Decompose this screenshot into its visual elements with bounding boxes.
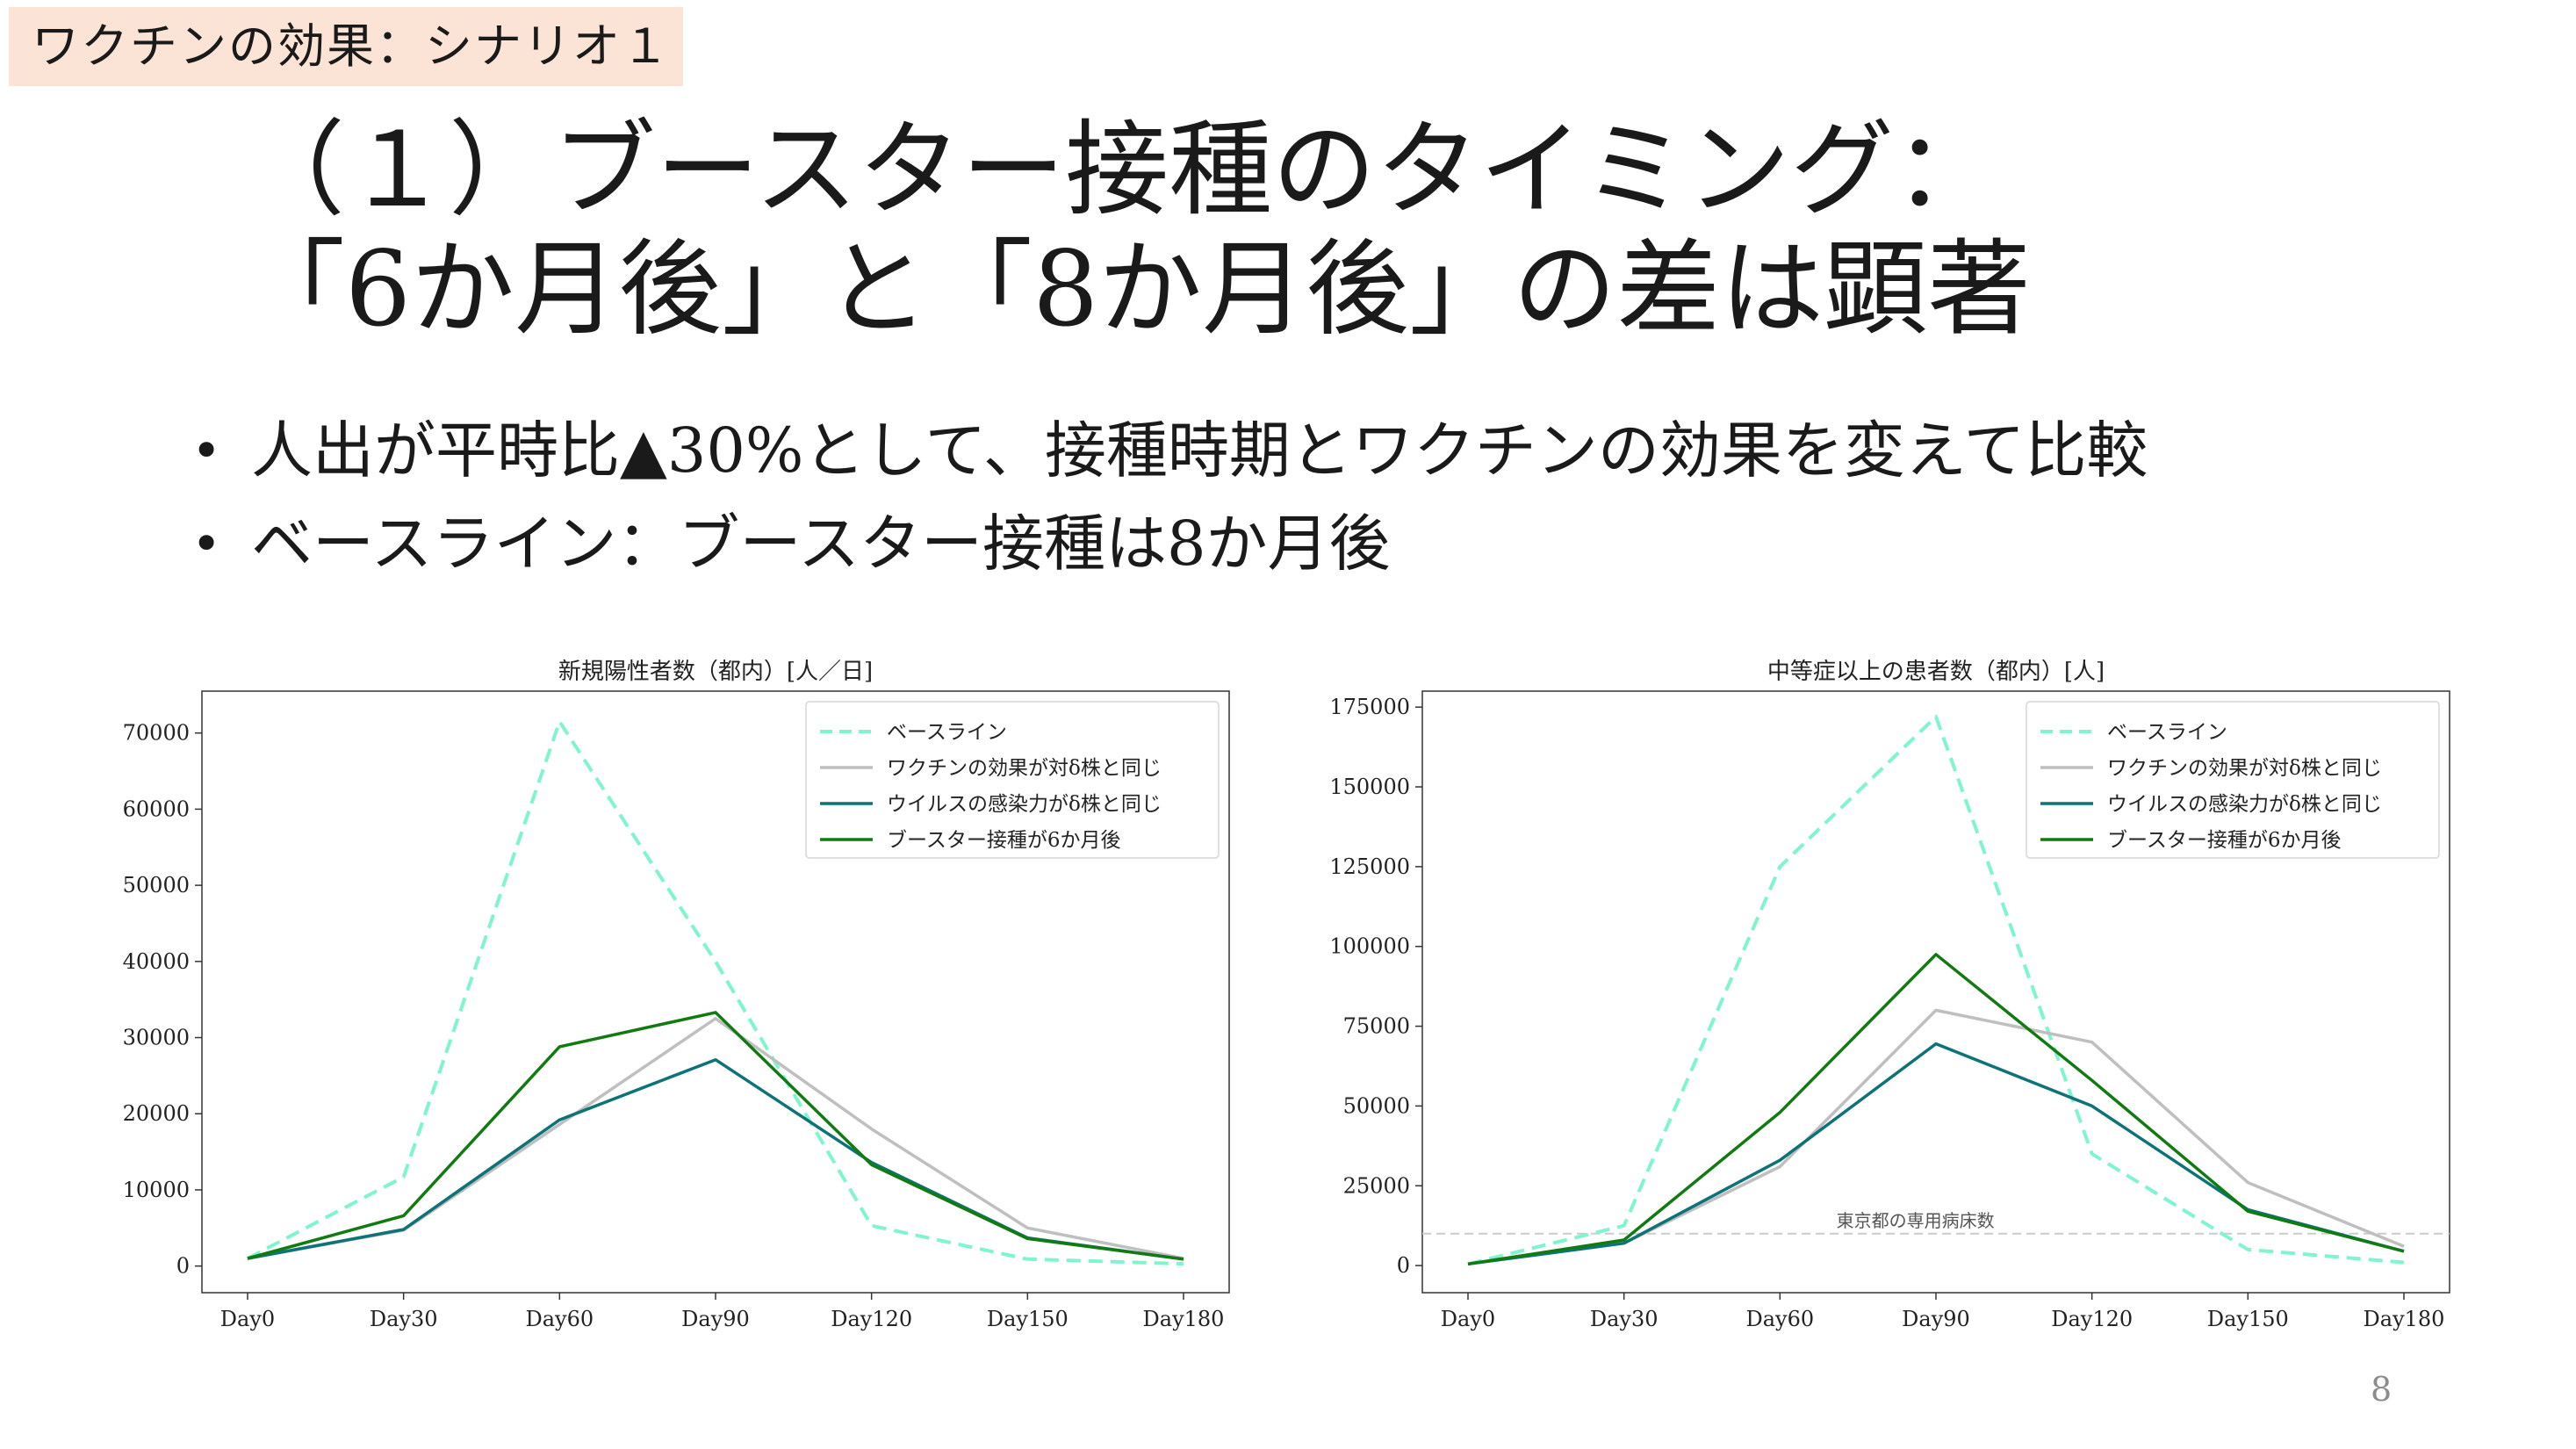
new-cases-chart: 新規陽性者数（都内）[人／日] 0 10000 20000 30000 40000 5000… (114, 641, 1247, 1347)
new-cases-x-tick-label: Day120 (831, 1307, 912, 1331)
moderate-patients-chart-svg: 中等症以上の患者数（都内）[人] 0 25000 50000 75000 100000 12… (1329, 659, 2450, 1331)
moderate-patients-x-tick-label: Day90 (1902, 1307, 1970, 1331)
moderate-patients-y-tick-label: 150000 (1329, 775, 1410, 799)
moderate-patients-chart: 中等症以上の患者数（都内）[人] 0 25000 50000 75000 100000 12… (1329, 641, 2467, 1347)
moderate-patients-legend-label: ワクチンの効果が対δ株と同じ (2107, 757, 2382, 780)
moderate-patients-x-tick-label: Day120 (2051, 1307, 2133, 1331)
new-cases-series-line-2 (247, 1017, 1184, 1260)
new-cases-y-tick-label: 0 (176, 1254, 190, 1279)
moderate-patients-y-tick-label: 100000 (1329, 934, 1410, 959)
moderate-patients-y-tick-label: 25000 (1343, 1173, 1410, 1198)
moderate-patients-legend-box (2026, 701, 2440, 859)
slide-title-line-2: 「6か月後」と「8か月後」の差は顕著 (241, 228, 2032, 350)
new-cases-x-tick-label: Day90 (681, 1307, 750, 1331)
page-number: 8 (2371, 1370, 2393, 1409)
moderate-patients-x-tick-label: Day0 (1441, 1307, 1495, 1331)
new-cases-series-line-1 (247, 719, 1184, 1266)
moderate-patients-x-tick-label: Day30 (1590, 1307, 1659, 1331)
new-cases-legend-box (805, 701, 1220, 859)
new-cases-series-line-3 (247, 1057, 1184, 1261)
new-cases-chart-svg: 新規陽性者数（都内）[人／日] 0 10000 20000 30000 40000 5000… (123, 659, 1230, 1331)
slide-title-line-1: （１）ブースター接種のタイミング： (241, 109, 1998, 230)
new-cases-legend: ベースラインワクチンの効果が対δ株と同じウイルスの感染力がδ株と同じブースター接… (805, 701, 1220, 859)
new-cases-x-tick-label: Day180 (1143, 1307, 1225, 1331)
new-cases-legend-label: ウイルスの感染力がδ株と同じ (887, 793, 1162, 816)
moderate-patients-y-tick-label: 50000 (1343, 1093, 1410, 1118)
new-cases-y-tick-label: 60000 (123, 797, 190, 821)
new-cases-legend-label: ワクチンの効果が対δ株と同じ (887, 757, 1162, 780)
moderate-patients-legend-label: ブースター接種が6か月後 (2107, 829, 2341, 852)
new-cases-y-tick-label: 50000 (123, 873, 190, 898)
moderate-patients-y-tick-label: 175000 (1329, 695, 1410, 719)
new-cases-y-tick-label: 70000 (123, 721, 190, 746)
bullet-text: 人出が平時比▲30%として、接種時期とワクチンの効果を変えて比較 (251, 415, 2148, 487)
moderate-patients-y-tick-label: 75000 (1343, 1014, 1410, 1039)
new-cases-x-tick-label: Day0 (220, 1307, 275, 1331)
new-cases-y-tick-label: 20000 (123, 1101, 190, 1126)
moderate-patients-legend: ベースラインワクチンの効果が対δ株と同じウイルスの感染力がδ株と同じブースター接… (2026, 701, 2440, 859)
moderate-patients-y-tick-label: 0 (1397, 1253, 1410, 1278)
new-cases-x-tick-label: Day60 (526, 1307, 594, 1331)
new-cases-legend-label: ブースター接種が6か月後 (887, 829, 1120, 852)
moderate-patients-chart-title: 中等症以上の患者数（都内）[人] (1767, 659, 2105, 685)
bullet-item: • 人出が平時比▲30%として、接種時期とワクチンの効果を変えて比較 (191, 404, 2148, 497)
bullet-text: ベースライン：ブースター接種は8か月後 (251, 508, 1391, 580)
new-cases-y-tick-label: 30000 (123, 1026, 190, 1050)
moderate-patients-legend-label: ウイルスの感染力がδ株と同じ (2107, 793, 2382, 816)
moderate-patients-legend-label: ベースライン (2107, 721, 2227, 744)
moderate-patients-reference-label: 東京都の専用病床数 (1837, 1210, 1995, 1231)
new-cases-x-tick-label: Day150 (987, 1307, 1069, 1331)
new-cases-chart-title: 新規陽性者数（都内）[人／日] (558, 659, 873, 685)
new-cases-series-line-4 (247, 1011, 1184, 1261)
new-cases-y-tick-label: 10000 (123, 1178, 190, 1202)
moderate-patients-y-tick-label: 125000 (1329, 854, 1410, 879)
slide-title: （１）ブースター接種のタイミング： 「6か月後」と「8か月後」の差は顕著 (241, 110, 2031, 349)
bullet-item: • ベースライン：ブースター接種は8か月後 (191, 497, 2148, 590)
new-cases-legend-label: ベースライン (887, 721, 1007, 744)
moderate-patients-series-line-1 (1467, 715, 2405, 1266)
bullet-dot: • (191, 514, 222, 573)
moderate-patients-x-tick-label: Day150 (2207, 1307, 2289, 1331)
bullet-list: • 人出が平時比▲30%として、接種時期とワクチンの効果を変えて比較 • ベースライ… (191, 404, 2148, 590)
new-cases-y-tick-label: 40000 (123, 949, 190, 974)
moderate-patients-x-tick-label: Day60 (1746, 1307, 1815, 1331)
moderate-patients-series-line-4 (1467, 953, 2405, 1266)
bullet-dot: • (191, 421, 222, 480)
new-cases-x-tick-label: Day30 (370, 1307, 438, 1331)
moderate-patients-x-tick-label: Day180 (2364, 1307, 2445, 1331)
section-tag: ワクチンの効果：シナリオ１ (9, 7, 683, 86)
